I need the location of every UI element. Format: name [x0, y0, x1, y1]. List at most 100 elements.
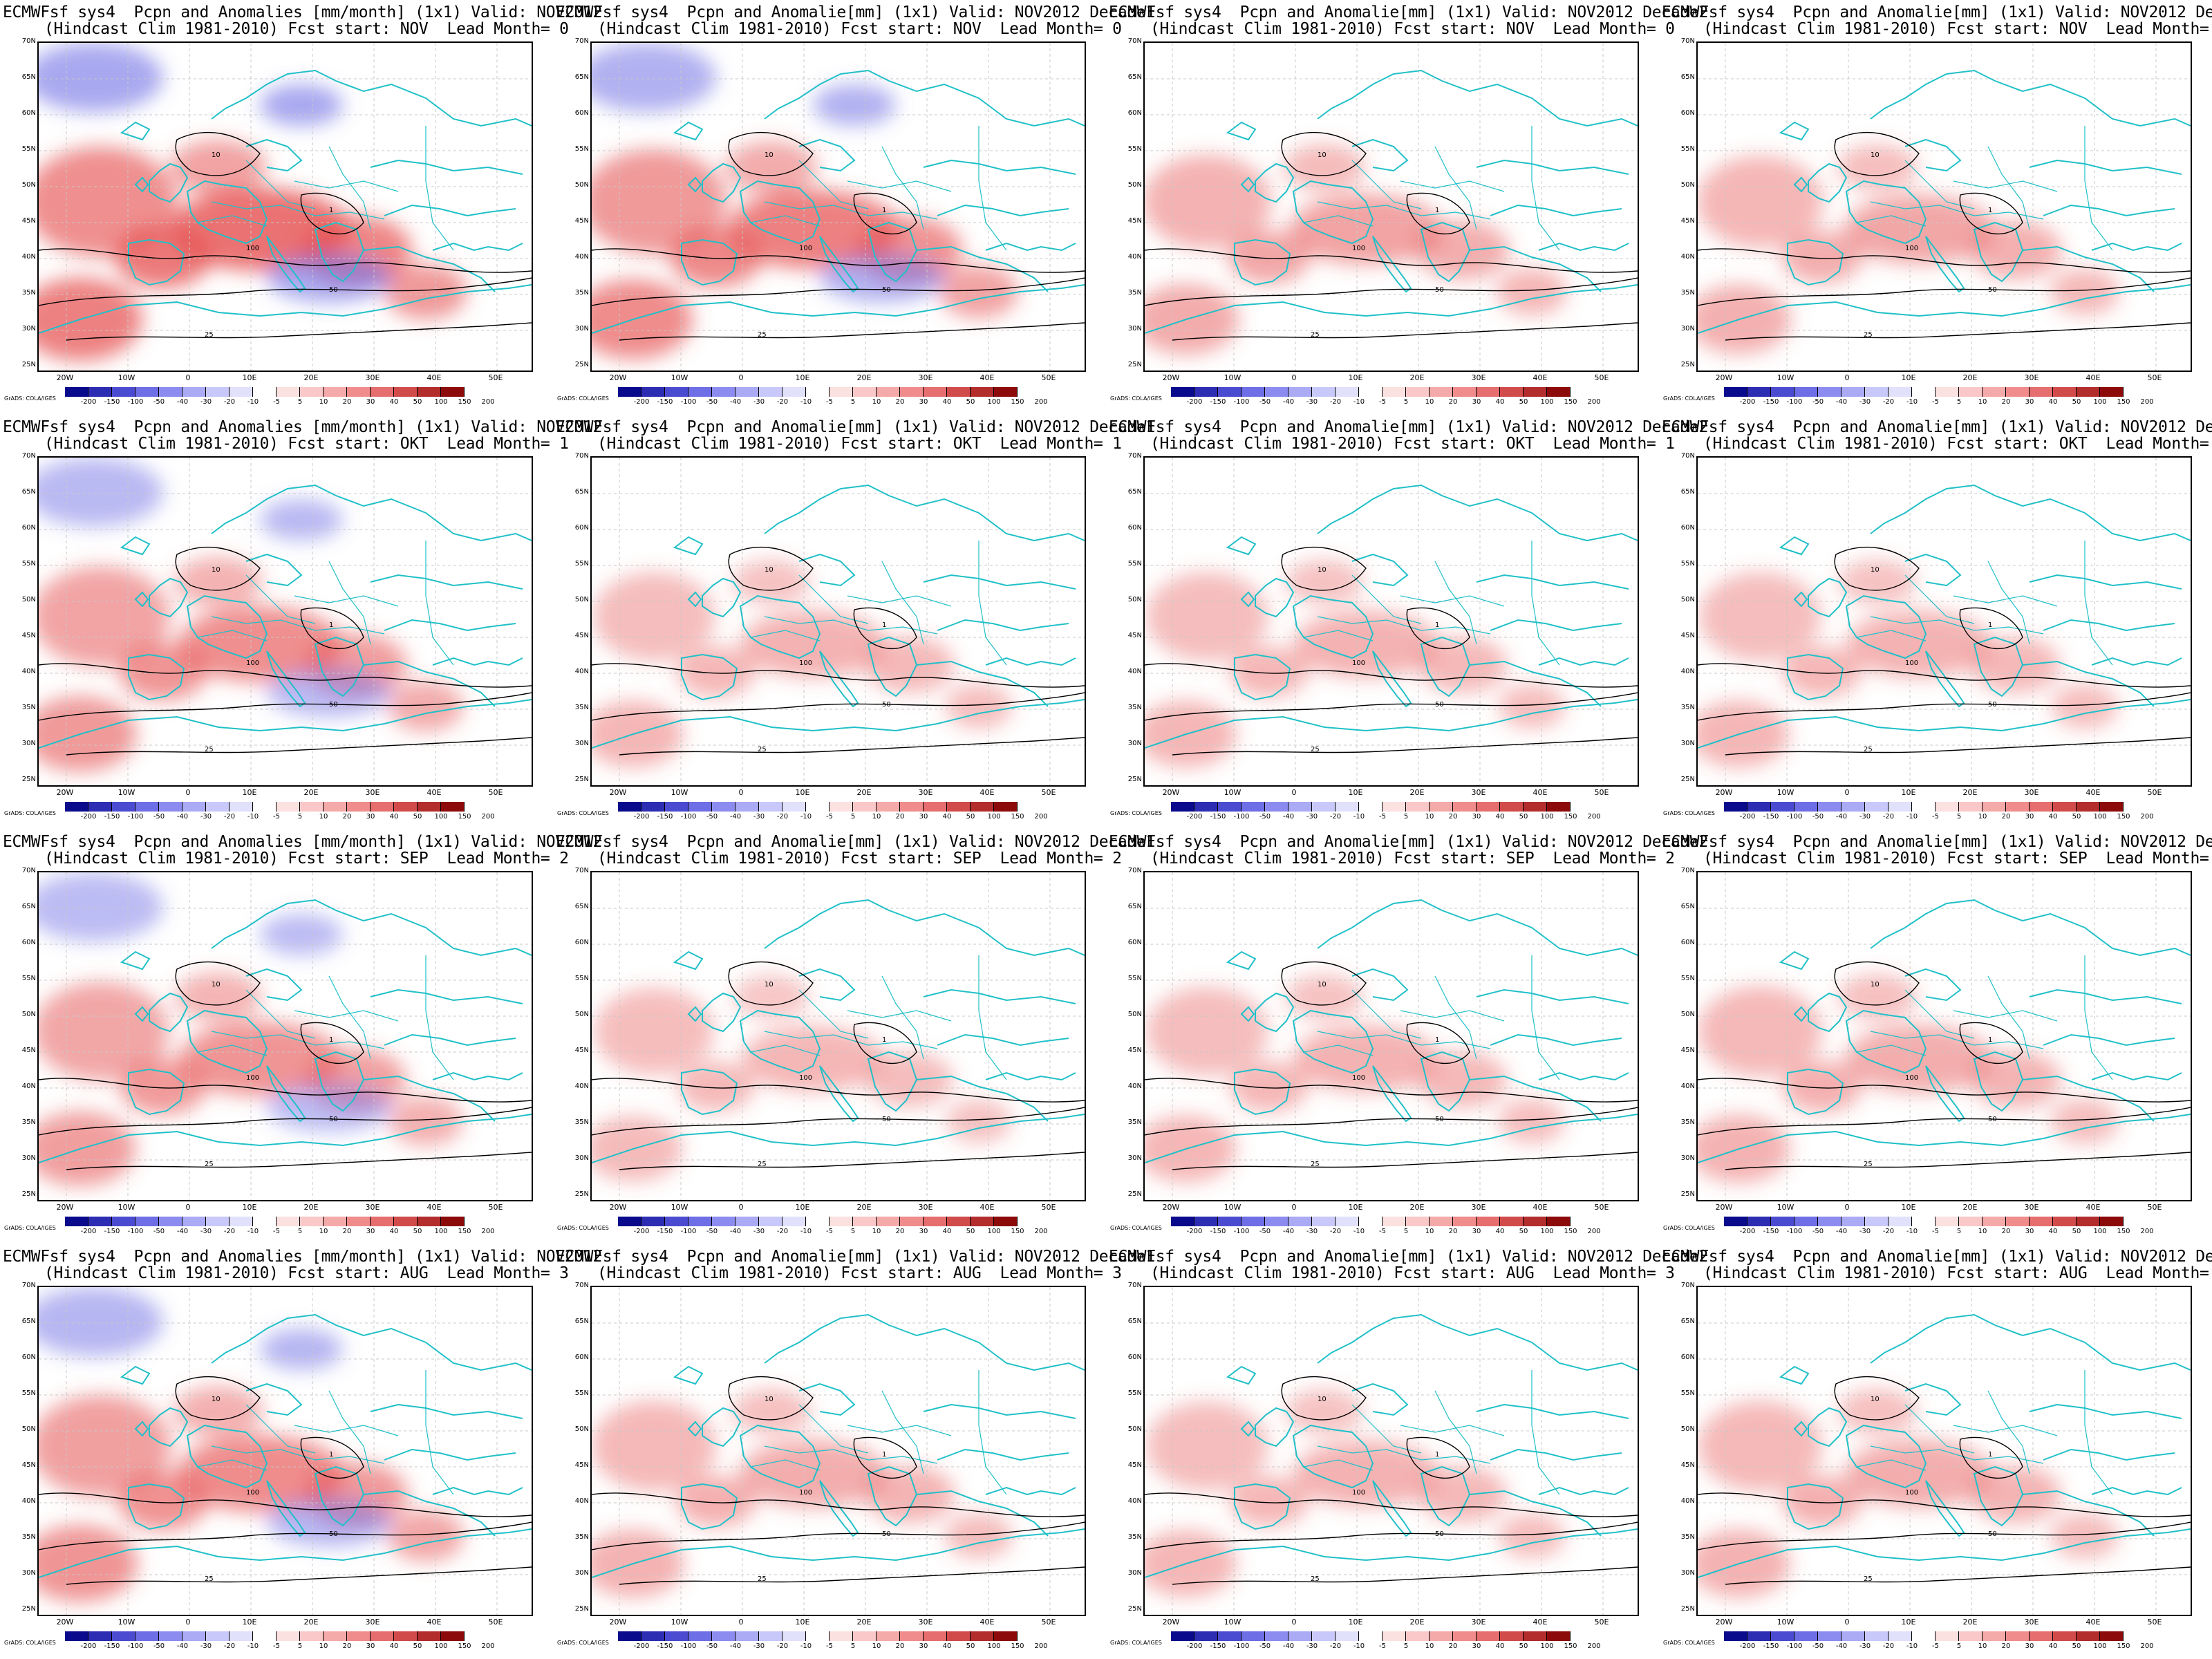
latitude-label: 55N — [574, 560, 589, 568]
coastline — [1698, 1114, 2191, 1163]
latitude-label: 50N — [1680, 596, 1695, 603]
country-border — [1303, 630, 1374, 641]
colorbar-label: -20 — [776, 813, 789, 821]
longitude-label: 20E — [856, 1618, 872, 1627]
positive-anomaly-area — [1498, 1098, 1566, 1144]
positive-anomaly-area — [1783, 646, 1862, 697]
contour-label: 1 — [1988, 1451, 1992, 1459]
colorbar — [65, 802, 465, 812]
colorbar-swatch — [276, 387, 300, 397]
colorbar-swatch — [1983, 387, 2006, 397]
positive-anomaly-area — [1698, 986, 1823, 1077]
colorbar-swatch — [371, 1217, 394, 1226]
positive-anomaly-area — [676, 1476, 756, 1527]
positive-anomaly-area — [39, 1395, 171, 1497]
panel-subtitle: (Hindcast Clim 1981-2010) Fcst start: NO… — [1703, 20, 2212, 38]
colorbar-swatch — [665, 1631, 688, 1641]
colorbar-swatch — [135, 1217, 159, 1226]
country-border — [294, 180, 399, 192]
colorbar-swatch — [1959, 1631, 1983, 1641]
positive-anomaly-area — [178, 606, 342, 682]
positive-anomaly-area — [1698, 1400, 1823, 1492]
climatology-contour — [39, 1492, 532, 1517]
latitude-label: 60N — [574, 524, 589, 532]
country-border — [847, 1010, 952, 1022]
colorbar-label: -200 — [80, 398, 97, 406]
coastline — [1145, 284, 1638, 334]
latitude-label: 50N — [574, 596, 589, 603]
contour-label: 10 — [1871, 151, 1880, 159]
colorbar-label: -10 — [1353, 1228, 1365, 1235]
coastline — [1904, 1382, 1962, 1416]
colorbar-swatch — [1241, 1631, 1265, 1641]
positive-anomaly-area — [594, 987, 714, 1076]
coastline — [2022, 1490, 2155, 1537]
coastline — [149, 577, 189, 618]
colorbar-swatch — [618, 802, 641, 812]
colorbar-label: -200 — [80, 1642, 97, 1650]
positive-anomaly-area — [740, 610, 885, 678]
coastline — [1476, 574, 1629, 590]
coastline — [384, 619, 516, 632]
latitude-label: 65N — [21, 1318, 36, 1325]
positive-anomaly-area — [1838, 559, 1917, 605]
anomaly-map: 100 50 25 10 1 — [1696, 41, 2192, 372]
longitude-label: 30E — [365, 1618, 380, 1627]
colorbar-label: 20 — [2001, 1228, 2011, 1235]
climatology-contour — [619, 1566, 1085, 1585]
contour-label: 100 — [246, 659, 259, 667]
panel-subtitle: (Hindcast Clim 1981-2010) Fcst start: NO… — [1150, 20, 1675, 38]
positive-anomaly-area — [592, 1400, 717, 1492]
positive-anomaly-area — [1782, 1476, 1862, 1527]
colorbar — [1171, 1217, 1571, 1226]
longitude-label: 10E — [1901, 1618, 1916, 1627]
climatology-contour — [300, 607, 364, 650]
coastline — [916, 660, 1049, 707]
colorbar-label: -20 — [223, 398, 236, 406]
colorbar-swatch — [182, 387, 206, 397]
country-border — [881, 1390, 924, 1474]
positive-anomaly-area — [944, 1513, 1013, 1559]
longitude-label: 40E — [1533, 373, 1548, 382]
climatology-contour — [1725, 737, 2191, 756]
colorbar-label: 10 — [1978, 398, 1987, 406]
colorbar-label: -200 — [633, 1642, 650, 1650]
colorbar — [65, 387, 465, 397]
positive-anomaly-area — [1145, 572, 1268, 662]
colorbar-label: 20 — [895, 813, 905, 821]
colorbar-swatch — [1406, 802, 1430, 812]
latitude-label: 35N — [1127, 704, 1142, 711]
colorbar-label: 100 — [434, 813, 448, 821]
colorbar-swatch — [688, 802, 712, 812]
longitude-label: 50E — [1594, 373, 1609, 382]
coastline — [432, 657, 523, 666]
colorbar-swatch — [159, 802, 182, 812]
coastline — [1787, 1483, 1844, 1530]
coastline — [149, 992, 189, 1033]
colorbar-swatch — [947, 387, 971, 397]
positive-anomaly-area — [1844, 194, 1994, 265]
country-border — [197, 215, 268, 227]
colorbar-label: 150 — [1564, 1228, 1577, 1235]
latitude-label: 55N — [574, 975, 589, 982]
colorbar — [65, 1631, 465, 1641]
colorbar-label: 5 — [1956, 1642, 1962, 1650]
positive-anomaly-area — [39, 982, 169, 1081]
positive-anomaly-area — [1145, 700, 1237, 768]
coastline — [39, 284, 532, 334]
longitude-label: 0 — [738, 373, 744, 382]
coastline — [2022, 1075, 2155, 1122]
colorbar-swatch — [88, 802, 112, 812]
country-border — [764, 1031, 938, 1049]
colorbar-label: -20 — [1882, 1228, 1895, 1235]
positive-anomaly-area — [1698, 156, 1824, 248]
colorbar-label: 10 — [1978, 1642, 1987, 1650]
latitude-label: 45N — [1127, 217, 1142, 225]
colorbar-swatch — [159, 1631, 182, 1641]
coastline — [1420, 221, 1471, 283]
latitude-label: 60N — [1127, 939, 1142, 946]
longitude-label: 10W — [1777, 373, 1794, 382]
latitude-label: 50N — [21, 1011, 36, 1018]
country-border — [211, 201, 385, 220]
latitude-label: 35N — [1127, 1533, 1142, 1541]
